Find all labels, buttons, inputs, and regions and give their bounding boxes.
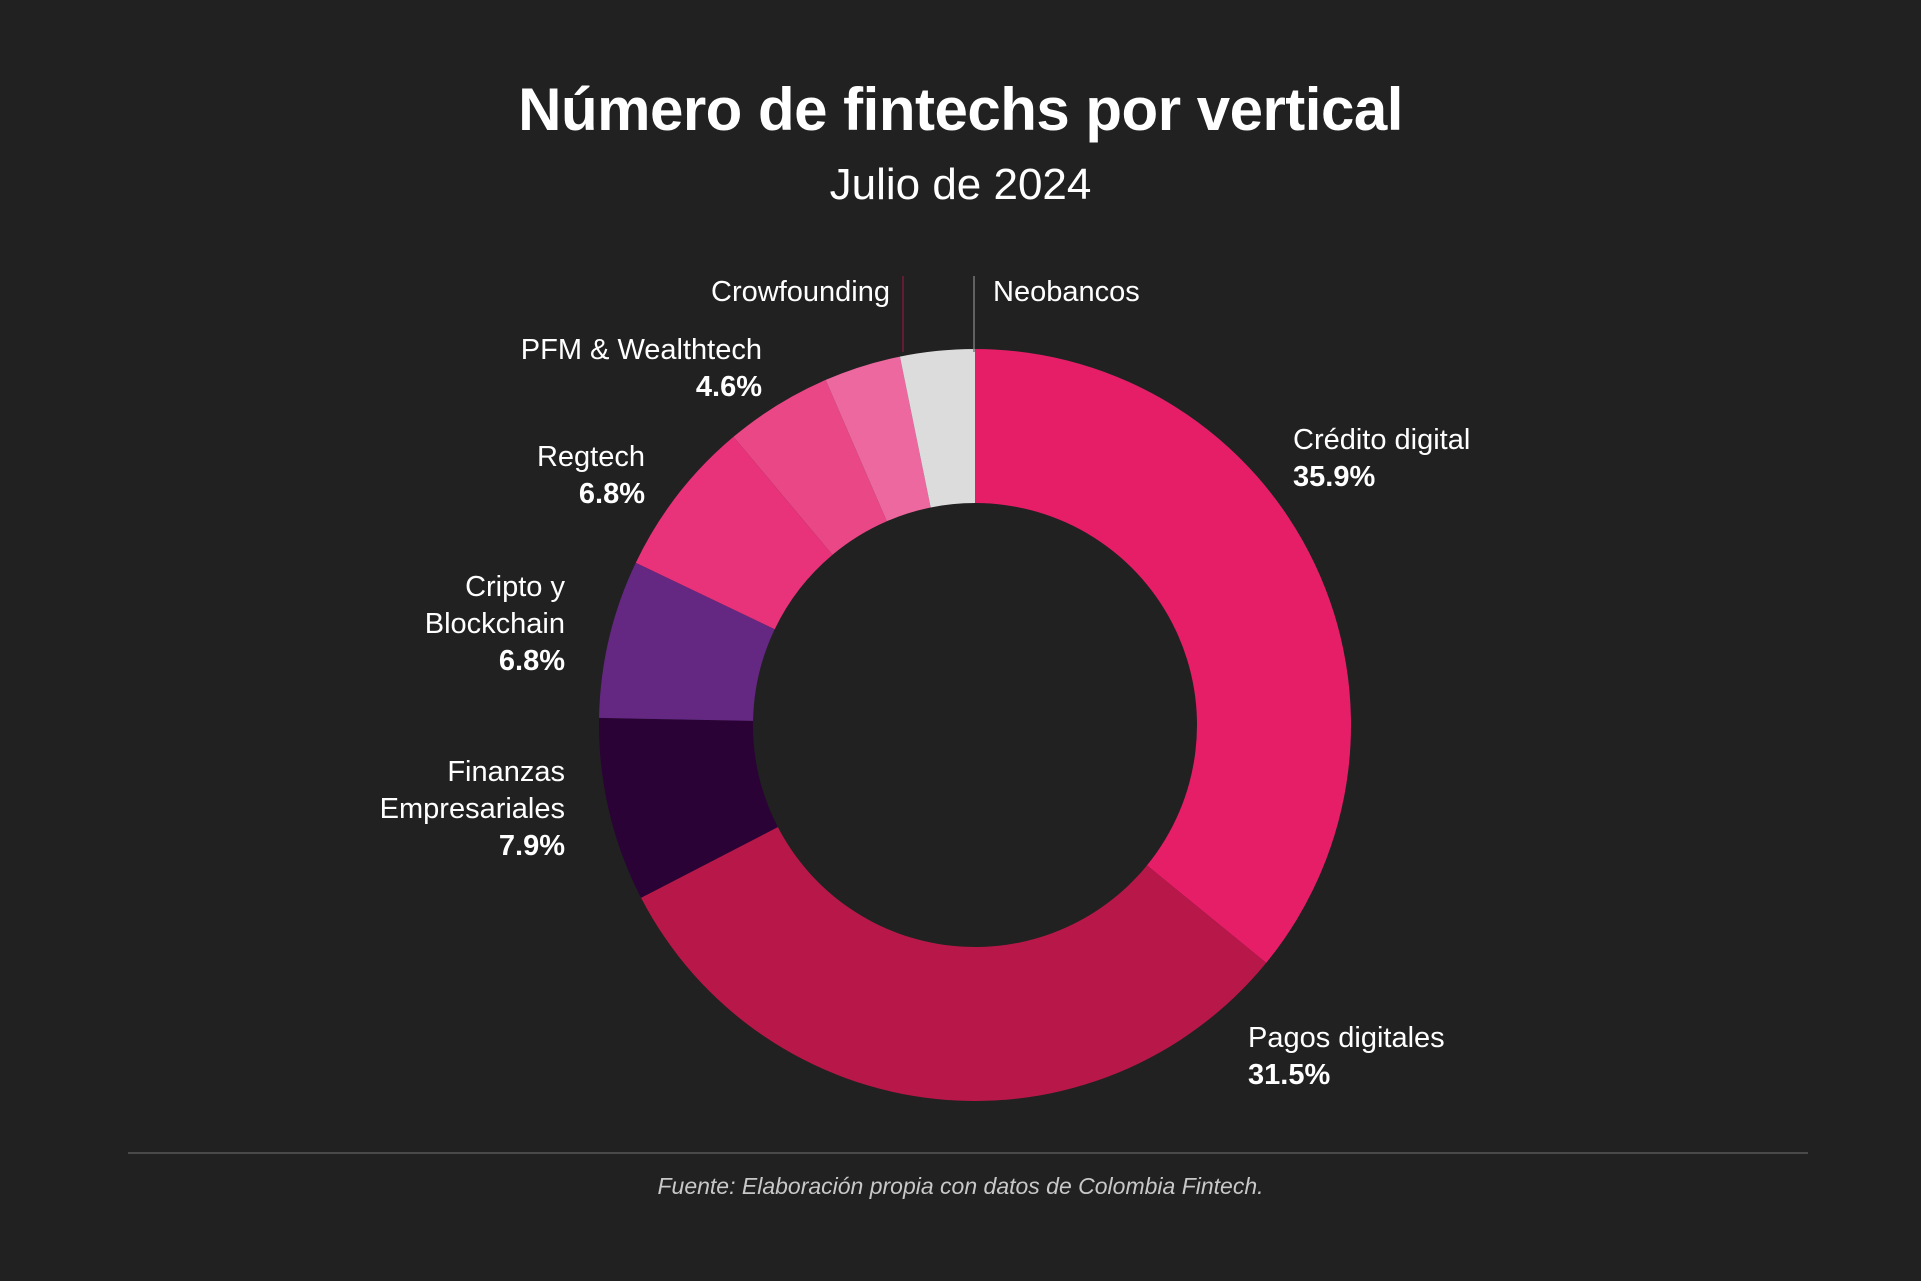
label-pct-credito-digital: 35.9% [1293, 461, 1375, 493]
label-name-regtech: Regtech [537, 441, 645, 473]
label-name-pfm-and-wealthtech: PFM & Wealthtech [521, 334, 762, 366]
slice-regtech [635, 436, 833, 630]
label-pct-pfm-and-wealthtech: 4.6% [696, 371, 762, 403]
label-pct-finanzas-empresariales: 7.9% [499, 830, 565, 862]
chart-title: Número de fintechs por vertical [518, 76, 1403, 143]
label-name-neobancos: Neobancos [993, 276, 1140, 308]
slice-pfm-and-wealthtech [733, 379, 887, 555]
label-pct-cripto-y-blockchain: 6.8% [499, 645, 565, 677]
label-name-crowfounding: Crowfounding [711, 276, 890, 308]
label-name-finanzas-empresariales-1: Finanzas [447, 756, 565, 788]
slice-cripto-y-blockchain [599, 562, 775, 721]
footer-divider [128, 1152, 1808, 1154]
leader-lines [902, 276, 975, 352]
label-pfm-and-wealthtech: PFM & Wealthtech 4.6% [521, 334, 762, 403]
slice-neobancos [899, 349, 975, 508]
slice-crowfounding [825, 356, 931, 522]
label-name-cripto-y-blockchain-1: Cripto y [465, 571, 565, 603]
label-neobancos: Neobancos [993, 276, 1140, 308]
label-finanzas-empresariales: Finanzas Empresariales 7.9% [380, 756, 566, 862]
label-pct-pagos-digitales: 31.5% [1248, 1059, 1330, 1091]
label-name-cripto-y-blockchain-2: Blockchain [425, 608, 565, 640]
label-name-pagos-digitales: Pagos digitales [1248, 1022, 1445, 1054]
label-regtech: Regtech 6.8% [537, 441, 645, 510]
donut-slices [598, 349, 1351, 1101]
label-credito-digital: Crédito digital 35.9% [1293, 424, 1470, 493]
slice-pagos-digitales [641, 827, 1267, 1101]
slice-finanzas-empresariales [598, 717, 778, 898]
label-pagos-digitales: Pagos digitales 31.5% [1248, 1022, 1445, 1091]
label-crowfounding: Crowfounding [711, 276, 890, 308]
label-name-finanzas-empresariales-2: Empresariales [380, 793, 565, 825]
label-cripto-y-blockchain: Cripto y Blockchain 6.8% [425, 571, 566, 677]
slice-labels: Crédito digital 35.9% Pagos digitales 31.5%… [380, 276, 1471, 1091]
source-note: Fuente: Elaboración propia con datos de … [657, 1173, 1264, 1199]
label-pct-regtech: 6.8% [579, 478, 645, 510]
chart-subtitle: Julio de 2024 [829, 160, 1092, 209]
slice-credito-digital [975, 349, 1351, 963]
label-name-credito-digital: Crédito digital [1293, 424, 1470, 456]
